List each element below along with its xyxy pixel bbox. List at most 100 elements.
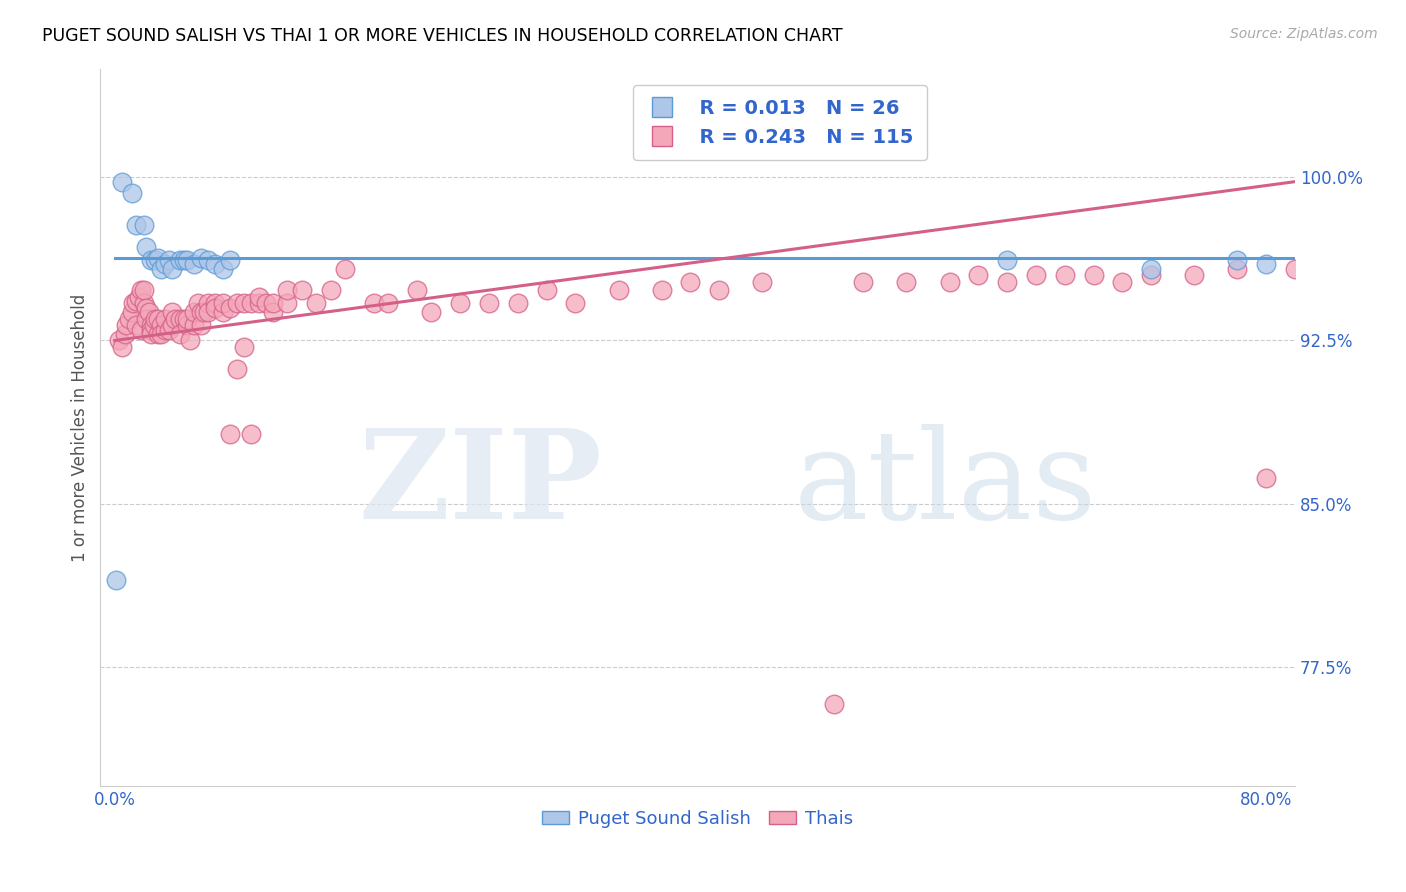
Point [506,296,529,310]
Point [1256,257,1278,271]
Point [149,326,172,341]
Point [139,318,162,333]
Point [153,311,176,326]
Point [135,240,157,254]
Point [111,175,134,189]
Point [1256,470,1278,484]
Point [146,311,169,326]
Point [121,305,143,319]
Point [1140,268,1163,283]
Point [169,311,191,326]
Point [121,186,143,200]
Point [406,284,429,298]
Point [679,275,702,289]
Point [1053,268,1076,283]
Point [852,275,875,289]
Point [240,296,263,310]
Point [187,296,209,310]
Point [139,326,162,341]
Point [149,261,172,276]
Point [1226,261,1249,276]
Point [1025,268,1047,283]
Point [183,257,205,271]
Point [291,284,314,298]
Point [197,252,219,267]
Y-axis label: 1 or more Vehicles in Household: 1 or more Vehicles in Household [72,293,89,562]
Point [1083,268,1105,283]
Text: Source: ZipAtlas.com: Source: ZipAtlas.com [1230,27,1378,41]
Point [219,252,242,267]
Point [449,296,471,310]
Point [995,275,1018,289]
Point [305,296,328,310]
Point [363,296,385,310]
Point [204,257,226,271]
Point [132,218,155,232]
Point [276,284,298,298]
Point [1226,252,1249,267]
Point [139,323,162,337]
Point [607,284,630,298]
Point [190,305,212,319]
Point [143,311,166,326]
Point [173,311,195,326]
Point [751,275,773,289]
Point [125,294,148,309]
Point [995,252,1018,267]
Point [111,340,134,354]
Point [247,296,270,310]
Point [204,296,226,310]
Point [204,301,226,315]
Point [142,318,165,333]
Point [153,323,176,337]
Point [162,305,184,319]
Point [115,318,138,333]
Point [262,305,284,319]
Point [226,361,249,376]
Point [129,323,152,337]
Point [159,252,181,267]
Point [169,326,191,341]
Point [536,284,558,298]
Point [125,218,148,232]
Point [197,296,219,310]
Text: atlas: atlas [793,425,1097,546]
Point [183,305,205,319]
Point [197,305,219,319]
Point [149,318,172,333]
Point [564,296,586,310]
Point [135,301,157,315]
Point [254,296,277,310]
Point [114,326,136,341]
Point [896,275,918,289]
Legend: Puget Sound Salish, Thais: Puget Sound Salish, Thais [534,803,860,835]
Point [146,251,169,265]
Point [226,296,249,310]
Point [125,318,148,333]
Point [162,318,184,333]
Point [165,311,187,326]
Point [262,296,284,310]
Point [333,261,356,276]
Point [823,697,845,711]
Point [143,252,166,267]
Point [651,284,673,298]
Point [176,311,198,326]
Point [233,296,256,310]
Point [233,340,256,354]
Point [122,296,145,310]
Point [938,275,960,289]
Point [967,268,990,283]
Point [118,311,141,326]
Point [1111,275,1133,289]
Text: ZIP: ZIP [359,425,602,545]
Point [159,323,181,337]
Text: PUGET SOUND SALISH VS THAI 1 OR MORE VEHICLES IN HOUSEHOLD CORRELATION CHART: PUGET SOUND SALISH VS THAI 1 OR MORE VEH… [42,27,842,45]
Point [179,334,201,348]
Point [211,305,233,319]
Point [276,296,298,310]
Point [132,296,155,310]
Point [135,311,157,326]
Point [219,427,242,442]
Point [709,284,731,298]
